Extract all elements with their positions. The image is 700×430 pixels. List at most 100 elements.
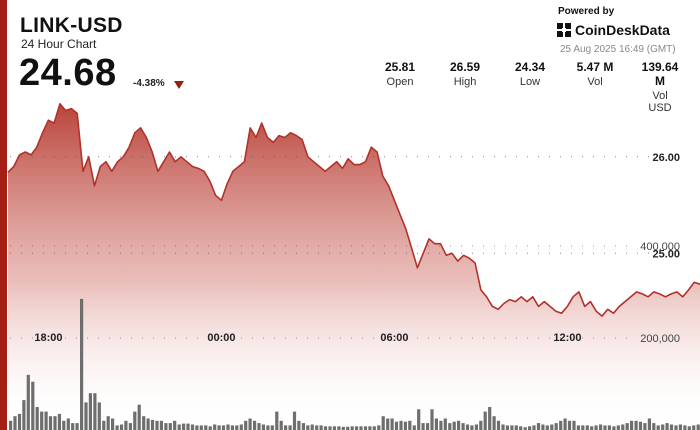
volume-bar: [359, 426, 363, 430]
volume-bar: [696, 424, 700, 430]
volume-bar: [284, 425, 288, 430]
volume-bar: [13, 416, 17, 430]
volume-bar: [9, 420, 13, 430]
volume-bar: [332, 426, 336, 430]
stat-label: High: [453, 76, 477, 88]
volume-bar: [448, 423, 452, 430]
volume-bar: [168, 423, 172, 430]
volume-bar: [323, 426, 328, 430]
volume-bar: [403, 421, 407, 430]
volume-bar: [288, 425, 292, 430]
volume-bar: [394, 421, 399, 430]
volume-bar: [417, 409, 421, 430]
volume-bar: [377, 425, 381, 430]
volume-bar: [567, 420, 572, 430]
volume-bar: [346, 426, 350, 430]
price-tick-label: 25.00: [652, 248, 680, 260]
volume-bar: [128, 423, 132, 430]
volume-bar: [661, 424, 665, 430]
stat-low: 24.34 Low: [515, 60, 545, 88]
stat-label: Vol: [587, 76, 603, 88]
volume-bar: [461, 423, 465, 430]
time-tick-label: 12:00: [553, 332, 581, 344]
volume-bar: [248, 418, 252, 430]
volume-bar: [647, 418, 651, 430]
volume-bar: [115, 425, 119, 430]
volume-bar: [310, 424, 314, 430]
volume-bar: [62, 420, 66, 430]
volume-bar: [669, 424, 674, 430]
time-tick-label: 18:00: [34, 332, 62, 344]
volume-bar: [133, 411, 137, 430]
stats-row: 25.81 Open 26.59 High 24.34 Low 5.47 M V…: [0, 60, 700, 114]
current-price: 24.68: [19, 52, 117, 94]
volume-bar: [683, 425, 687, 430]
volume-bar: [465, 424, 470, 430]
volume-bar: [173, 420, 177, 430]
volume-bar: [625, 423, 629, 430]
volume-bar: [519, 426, 523, 430]
volume-bar: [581, 425, 585, 430]
volume-bar: [48, 416, 53, 430]
volume-bar: [492, 416, 496, 430]
volume-bar: [186, 423, 190, 430]
volume-bar: [350, 426, 354, 430]
down-arrow-icon: [174, 81, 184, 89]
volume-bar: [510, 425, 514, 430]
volume-bar: [239, 424, 243, 430]
volume-bar: [124, 420, 128, 430]
volume-bar: [496, 420, 501, 430]
powered-by-label: Powered by: [558, 6, 615, 17]
volume-bar: [137, 404, 141, 430]
volume-bar: [355, 426, 359, 430]
volume-bar: [599, 424, 603, 430]
volume-bar: [368, 426, 372, 430]
volume-bar: [319, 425, 323, 430]
volume-bar: [226, 424, 230, 430]
volume-bar: [53, 416, 57, 430]
volume-bar: [328, 426, 332, 430]
stat-value: 25.81: [384, 60, 416, 74]
volume-bar: [634, 420, 638, 430]
volume-bar: [523, 427, 527, 430]
volume-bar: [235, 425, 239, 430]
volume-bar: [536, 423, 541, 430]
volume-bar: [430, 409, 434, 430]
volume-bar: [102, 420, 106, 430]
stat-value: 5.47 M: [576, 60, 614, 74]
volume-bar: [119, 424, 124, 430]
volume-bar: [470, 425, 474, 430]
volume-bar: [80, 298, 84, 430]
volume-bar: [31, 381, 35, 430]
price-tick-label: 26.00: [652, 152, 680, 164]
volume-bar: [142, 416, 146, 430]
volume-bar: [177, 424, 181, 430]
price-line: [7, 103, 700, 317]
volume-bar: [408, 420, 412, 430]
price-area: [8, 103, 700, 430]
volume-bar: [532, 425, 536, 430]
brand-name: CoinDeskData: [575, 22, 670, 38]
volume-bar: [75, 423, 79, 430]
volume-bar: [585, 425, 589, 430]
stat-label: Low: [519, 76, 541, 88]
chart-symbol: LINK-USD: [20, 14, 123, 37]
volume-bar: [687, 426, 691, 430]
volume-bar: [301, 423, 305, 430]
volume-bar: [439, 420, 443, 430]
volume-bar: [253, 420, 257, 430]
volume-bar: [474, 424, 478, 430]
volume-bar: [26, 374, 30, 430]
volume-bar: [244, 420, 248, 430]
volume-bar: [412, 425, 416, 430]
volume-bar: [17, 413, 22, 430]
volume-bar: [279, 420, 283, 430]
volume-bar: [341, 426, 345, 430]
volume-bar: [607, 425, 611, 430]
volume-bar: [652, 423, 656, 430]
volume-bar: [545, 425, 549, 430]
volume-bar: [221, 425, 226, 430]
volume-bar: [97, 402, 101, 430]
volume-bar: [297, 420, 301, 430]
